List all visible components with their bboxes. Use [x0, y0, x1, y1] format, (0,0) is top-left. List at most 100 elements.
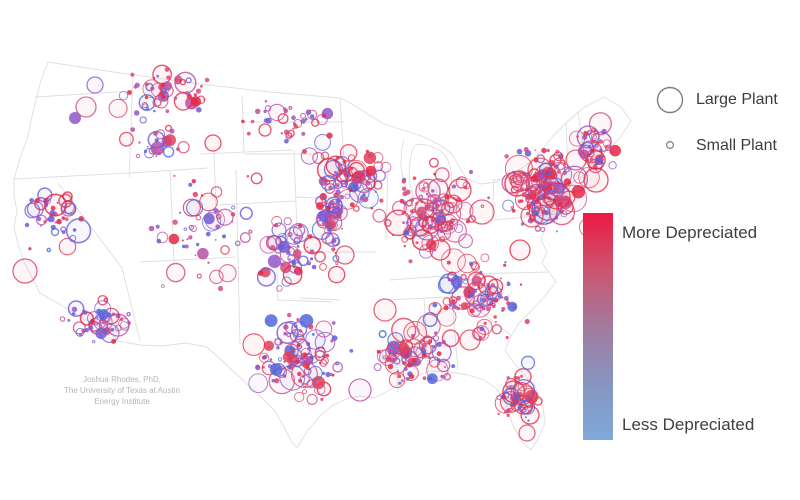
small-plant-circle-icon [665, 141, 674, 150]
plant-bubble [520, 204, 544, 228]
plant-bubble [195, 88, 202, 94]
plant-bubble [148, 225, 155, 232]
plant-bubble [410, 222, 413, 225]
plant-bubble [440, 374, 445, 379]
plant-bubble [401, 379, 404, 382]
plant-bubble [214, 239, 217, 241]
plant-bubble [473, 325, 490, 341]
plant-bubble [181, 244, 186, 249]
plant-bubble [169, 128, 175, 134]
plant-bubble [147, 130, 166, 149]
plant-bubble [365, 165, 377, 176]
plant-bubble [152, 77, 156, 80]
plant-bubble [188, 235, 193, 240]
plant-bubble [434, 200, 447, 212]
plant-bubble [456, 295, 461, 301]
plant-bubble [525, 194, 530, 200]
plant-bubble [197, 247, 209, 260]
plant-bubble [255, 108, 261, 115]
plant-bubble [314, 250, 326, 263]
plant-bubble [534, 208, 536, 211]
plant-bubble [43, 193, 67, 217]
attribution: Joshua Rhodes, PhD, The University of Te… [22, 374, 222, 407]
plant-bubble [58, 237, 77, 256]
plant-bubble [110, 327, 115, 332]
plant-bubble [398, 342, 410, 355]
plant-bubble [259, 352, 270, 363]
plant-bubble [504, 261, 507, 264]
plant-bubble [480, 204, 485, 208]
plant-bubble [314, 134, 331, 151]
plant-bubble [321, 198, 326, 204]
plant-bubble [534, 149, 536, 152]
plant-bubble [556, 230, 558, 233]
plant-bubble [306, 379, 316, 389]
plant-bubble [573, 188, 576, 191]
plant-bubble [302, 375, 305, 378]
plant-bubble [281, 276, 292, 287]
plant-bubble [183, 227, 188, 231]
plant-bubble [594, 129, 597, 132]
plant-bubble [323, 213, 329, 219]
plant-bubble [284, 226, 304, 245]
plant-bubble [126, 311, 131, 317]
plant-bubble [56, 201, 59, 204]
large-plant-label: Large Plant [696, 91, 778, 108]
plant-bubble [517, 402, 528, 413]
plant-bubble [263, 109, 267, 114]
plant-bubble [246, 175, 250, 178]
plant-bubble [327, 265, 346, 284]
plant-bubble [160, 284, 165, 288]
plant-bubble [571, 185, 586, 199]
plant-bubble [280, 132, 283, 135]
plant-bubble [263, 340, 275, 351]
plant-bubble [325, 371, 331, 378]
plant-bubble [505, 335, 509, 340]
plant-bubble [421, 212, 423, 215]
plant-bubble [418, 194, 424, 200]
plant-bubble [316, 202, 324, 210]
plant-bubble [481, 297, 487, 303]
plant-bubble [505, 408, 510, 413]
plant-bubble [217, 285, 224, 292]
plant-bubble [608, 161, 617, 170]
plant-bubble [500, 277, 502, 280]
plant-bubble [324, 182, 336, 195]
plant-bubble [440, 201, 455, 216]
plant-bubble [289, 258, 291, 260]
plant-bubble [304, 117, 308, 121]
plant-bubble [62, 216, 66, 220]
plant-bubble [179, 78, 187, 86]
plant-bubble [312, 151, 325, 164]
plant-bubble [28, 247, 32, 251]
plant-bubble [516, 148, 523, 155]
plant-bubble [516, 376, 521, 380]
plant-bubble [402, 361, 406, 365]
plant-bubble [83, 310, 88, 315]
plant-bubble [362, 193, 366, 197]
plant-bubble [493, 300, 496, 303]
plant-bubble [373, 169, 386, 182]
plant-bubble [436, 203, 439, 207]
plant-bubble [409, 373, 415, 379]
plant-bubble [118, 91, 129, 101]
plant-bubble [373, 298, 397, 322]
plant-bubble [422, 335, 433, 345]
plant-bubble [255, 364, 261, 371]
plant-bubble [184, 244, 189, 249]
plant-bubble [602, 139, 611, 148]
plant-bubble [333, 192, 339, 198]
plant-bubble [519, 374, 524, 378]
plant-bubble [203, 98, 206, 101]
plant-bubble [398, 381, 402, 385]
plant-bubble [24, 222, 30, 228]
plant-bubble [423, 182, 429, 188]
plant-bubble [271, 378, 276, 383]
plant-bubble [549, 187, 553, 191]
plant-bubble [530, 174, 539, 183]
plant-bubble [506, 282, 511, 287]
plant-bubble [118, 131, 134, 147]
plant-bubble [194, 254, 197, 257]
plant-bubble [134, 82, 140, 88]
plant-bubble [12, 258, 38, 284]
